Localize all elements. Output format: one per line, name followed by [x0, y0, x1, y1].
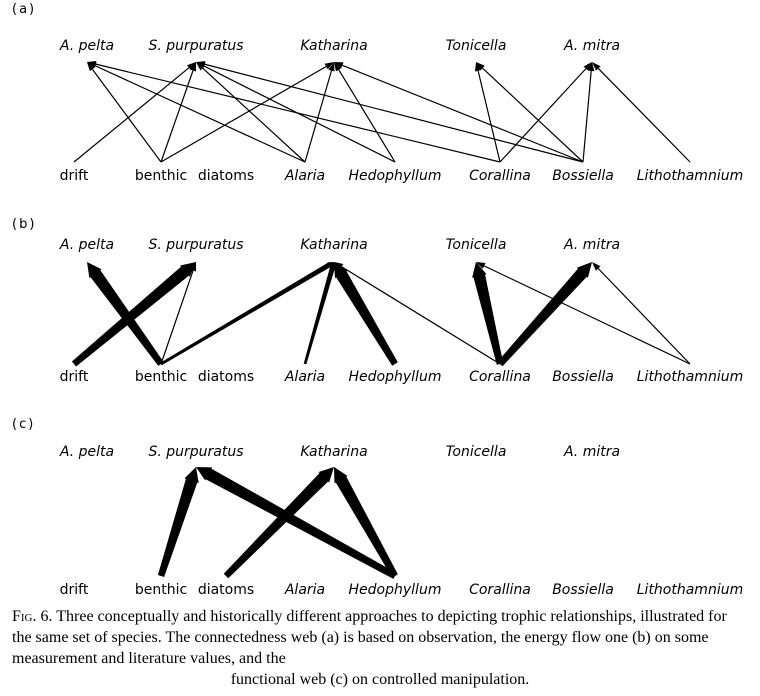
node-label-a-pelta: A. pelta	[59, 237, 114, 253]
node-label-tonicella: Tonicella	[446, 237, 507, 253]
link-b-corallina-to-a-mitra	[497, 262, 592, 367]
node-label-s-purpuratus: S. purpuratus	[148, 444, 243, 460]
panel-label-b: (b)	[12, 217, 36, 232]
caption-text: Three conceptually and historically diff…	[12, 608, 727, 667]
node-label-katharina: Katharina	[300, 237, 367, 253]
node-label-katharina: Katharina	[300, 38, 367, 54]
node-label-lithothamnium: Lithothamnium	[637, 168, 743, 184]
link-b-alaria-to-katharina	[303, 262, 336, 365]
node-label-corallina: Corallina	[469, 582, 531, 598]
node-label-a-pelta: A. pelta	[59, 38, 114, 54]
node-label-drift: drift	[60, 582, 89, 598]
node-label-a-mitra: A. mitra	[563, 237, 620, 253]
link-c-diatoms-to-katharina	[223, 467, 334, 579]
link-a-bossiella-to-a-mitra	[582, 62, 595, 163]
trophic-web-figure: (a) A. pelta S. purpuratus Katharina Tonicel…	[12, 2, 743, 598]
node-label-bossiella: Bossiella	[552, 369, 614, 385]
panel-label-c: (c)	[12, 417, 35, 432]
node-label-hedophyllum: Hedophyllum	[349, 369, 442, 385]
link-a-alaria-to-katharina	[304, 62, 335, 163]
link-a-bossiella-to-s-purpuratus	[196, 61, 584, 163]
link-a-benthic-to-s-purpuratus	[160, 62, 197, 163]
link-a-drift-to-s-purpuratus	[73, 62, 196, 163]
link-c-benthic-to-s-purpuratus	[157, 467, 199, 577]
link-c-hedophyllum-to-katharina	[334, 467, 398, 578]
node-label-drift: drift	[60, 369, 89, 385]
node-label-tonicella: Tonicella	[446, 38, 507, 54]
link-b-benthic-to-katharina	[160, 262, 334, 366]
link-a-benthic-to-a-pelta	[87, 62, 162, 163]
node-label-bossiella: Bossiella	[552, 582, 614, 598]
node-label-diatoms: diatoms	[198, 369, 254, 385]
node-labels: (a) A. pelta S. purpuratus Katharina Tonicel…	[12, 2, 743, 598]
node-label-benthic: benthic	[135, 582, 187, 598]
figure-caption: Fig. 6. Three conceptually and historica…	[12, 606, 748, 690]
link-a-hedophyllum-to-katharina	[334, 62, 396, 163]
node-label-corallina: Corallina	[469, 168, 531, 184]
link-a-lithothamnium-to-a-mitra	[592, 62, 691, 163]
node-label-lithothamnium: Lithothamnium	[637, 369, 743, 385]
link-b-benthic-to-s-purpuratus	[160, 262, 197, 365]
link-b-benthic-to-a-pelta	[87, 262, 164, 366]
link-a-alaria-to-a-pelta	[87, 62, 306, 163]
link-a-bossiella-to-tonicella	[476, 62, 584, 163]
trophic-links	[71, 61, 691, 579]
link-a-corallina-to-a-pelta	[87, 61, 501, 163]
node-label-a-mitra: A. mitra	[563, 444, 620, 460]
caption-label: Fig. 6.	[12, 608, 53, 625]
node-label-lithothamnium: Lithothamnium	[637, 582, 743, 598]
link-a-corallina-to-a-mitra	[499, 62, 592, 163]
link-a-benthic-to-katharina	[160, 62, 334, 163]
node-label-benthic: benthic	[135, 168, 187, 184]
link-c-hedophyllum-to-s-purpuratus	[196, 467, 397, 579]
link-b-hedophyllum-to-katharina	[334, 262, 398, 366]
node-label-diatoms: diatoms	[198, 582, 254, 598]
link-a-alaria-to-s-purpuratus	[196, 62, 306, 163]
node-label-alaria: Alaria	[284, 168, 325, 184]
node-label-benthic: benthic	[135, 369, 187, 385]
node-label-alaria: Alaria	[284, 582, 325, 598]
link-b-corallina-to-tonicella	[472, 262, 504, 365]
panel-label-a: (a)	[12, 2, 36, 17]
node-label-a-mitra: A. mitra	[563, 38, 620, 54]
node-label-alaria: Alaria	[284, 369, 325, 385]
link-a-corallina-to-tonicella	[474, 62, 501, 163]
node-label-s-purpuratus: S. purpuratus	[148, 38, 243, 54]
link-b-lithothamnium-to-a-mitra	[592, 262, 691, 365]
link-b-lithothamnium-to-tonicella	[476, 262, 691, 365]
node-label-corallina: Corallina	[469, 369, 531, 385]
node-label-a-pelta: A. pelta	[59, 444, 114, 460]
node-label-tonicella: Tonicella	[446, 444, 507, 460]
node-label-hedophyllum: Hedophyllum	[349, 168, 442, 184]
link-a-bossiella-to-katharina	[334, 62, 584, 163]
caption-text-last: functional web (c) on controlled manipul…	[230, 671, 530, 688]
link-b-corallina-to-katharina	[334, 262, 501, 365]
node-label-bossiella: Bossiella	[552, 168, 614, 184]
node-label-diatoms: diatoms	[198, 168, 254, 184]
node-label-hedophyllum: Hedophyllum	[349, 582, 442, 598]
node-label-drift: drift	[60, 168, 89, 184]
node-label-s-purpuratus: S. purpuratus	[148, 237, 243, 253]
node-label-katharina: Katharina	[300, 444, 367, 460]
link-b-drift-to-s-purpuratus	[71, 262, 196, 367]
